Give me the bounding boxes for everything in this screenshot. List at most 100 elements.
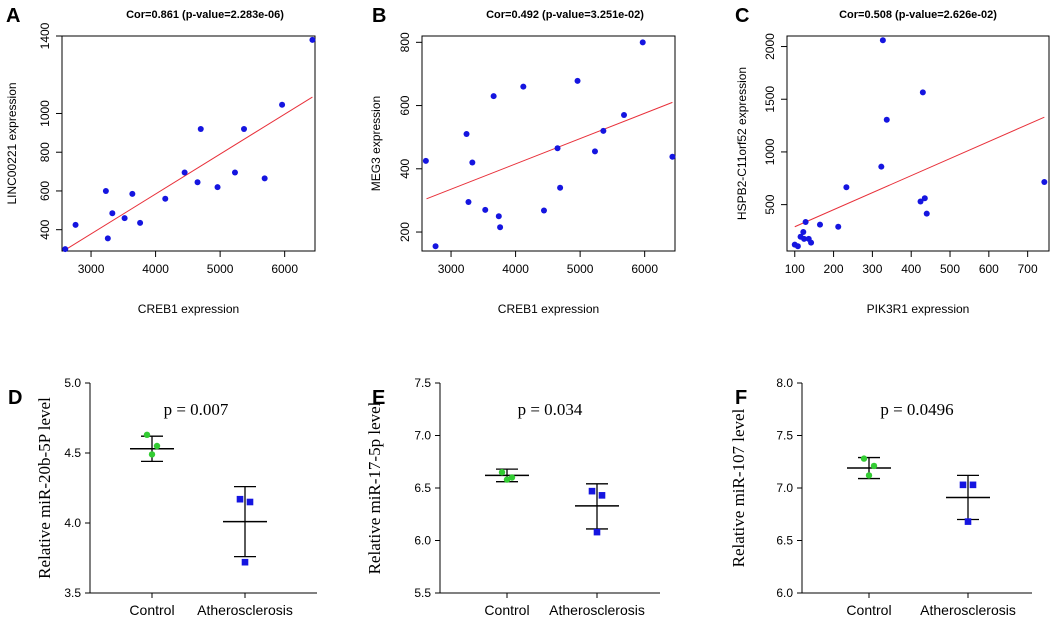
panel-letter: E xyxy=(372,387,385,409)
data-point xyxy=(463,131,470,138)
data-point xyxy=(621,112,628,119)
category-label: Atherosclerosis xyxy=(920,602,1016,618)
y-tick-label: 1000 xyxy=(38,100,52,127)
data-point xyxy=(588,487,596,495)
y-tick-label: 6.5 xyxy=(414,481,431,495)
data-point xyxy=(554,145,561,152)
data-point xyxy=(800,229,807,236)
y-axis-title: LINC00221 expression xyxy=(5,82,19,204)
y-tick-label: 7.5 xyxy=(776,429,793,443)
y-tick-label: 200 xyxy=(398,222,412,242)
x-tick-label: 4000 xyxy=(142,262,169,276)
x-tick-label: 3000 xyxy=(438,262,465,276)
data-point xyxy=(964,518,972,525)
data-point xyxy=(241,125,248,132)
data-point xyxy=(593,528,601,536)
data-point xyxy=(104,235,111,242)
data-point xyxy=(241,558,249,566)
data-point xyxy=(865,472,873,479)
data-point xyxy=(917,198,924,205)
category-label: Atherosclerosis xyxy=(197,602,293,618)
y-axis-title: Relative miR-107 level xyxy=(729,408,748,567)
data-point xyxy=(279,101,286,108)
y-tick-label: 6.0 xyxy=(776,586,793,600)
dot-panel-f: F 6.0 6.5 7.0 7.5 8.0 Control Atherosclerosis Re… xyxy=(729,376,1032,618)
data-point xyxy=(883,116,890,123)
data-point xyxy=(921,195,928,202)
y-axis-title: Relative miR-17-5p level xyxy=(365,401,384,574)
data-point xyxy=(422,157,429,164)
data-point xyxy=(639,39,646,46)
y-tick-label: 2000 xyxy=(763,33,777,60)
x-tick-label: 200 xyxy=(824,262,844,276)
data-point xyxy=(261,175,268,182)
data-point xyxy=(1041,178,1048,185)
x-axis-title: CREB1 expression xyxy=(138,302,239,316)
y-tick-label: 400 xyxy=(38,219,52,239)
data-point xyxy=(498,469,506,476)
scatter-panel-a: A Cor=0.861 (p-value=2.283e-06) 3000 4000 50… xyxy=(5,5,316,316)
panel-letter: D xyxy=(8,387,22,409)
x-tick-label: 5000 xyxy=(567,262,594,276)
data-point xyxy=(72,221,79,228)
p-value-annotation: p = 0.034 xyxy=(518,400,583,419)
data-point xyxy=(137,219,144,226)
dot-panel-e: E 5.5 6.0 6.5 7.0 7.5 Control Atherosclerosis Re… xyxy=(365,376,660,618)
x-tick-label: 600 xyxy=(979,262,999,276)
data-point xyxy=(129,190,136,197)
data-point xyxy=(794,243,801,250)
data-point xyxy=(574,77,581,84)
data-point xyxy=(309,36,316,43)
data-point xyxy=(102,187,109,194)
data-point xyxy=(121,215,128,222)
y-tick-label: 5.5 xyxy=(414,586,431,600)
y-tick-label: 1000 xyxy=(763,138,777,165)
data-point xyxy=(465,198,472,205)
data-point xyxy=(236,495,244,503)
data-point xyxy=(508,474,516,481)
data-point xyxy=(490,93,497,100)
data-point xyxy=(520,83,527,90)
x-tick-label: 400 xyxy=(901,262,921,276)
data-point xyxy=(843,184,850,191)
p-value-annotation: p = 0.0496 xyxy=(880,400,953,419)
data-point xyxy=(669,153,676,160)
category-label: Control xyxy=(484,602,529,618)
data-point xyxy=(870,462,878,470)
y-tick-label: 400 xyxy=(398,158,412,178)
y-axis-title: Relative miR-20b-5P level xyxy=(35,397,54,579)
data-point xyxy=(835,223,842,230)
y-tick-label: 7.5 xyxy=(414,376,431,390)
plot-frame xyxy=(786,35,1050,252)
category-label: Atherosclerosis xyxy=(549,602,645,618)
data-point xyxy=(143,431,151,438)
data-point xyxy=(802,219,809,226)
panel-letter: C xyxy=(735,5,749,27)
data-point xyxy=(109,210,116,217)
x-tick-label: 3000 xyxy=(78,262,105,276)
data-point xyxy=(879,37,886,44)
data-point xyxy=(148,451,156,458)
data-point xyxy=(600,127,607,134)
y-tick-label: 8.0 xyxy=(776,376,793,390)
data-point xyxy=(469,159,476,166)
data-point xyxy=(231,169,238,176)
panel-letter: F xyxy=(735,387,747,409)
data-point xyxy=(246,498,254,506)
chart-title: Cor=0.508 (p-value=2.626e-02) xyxy=(839,9,997,21)
y-tick-label: 800 xyxy=(398,32,412,52)
data-point xyxy=(181,169,188,176)
data-point xyxy=(860,455,868,462)
data-point xyxy=(801,235,808,242)
scatter-panel-c: C Cor=0.508 (p-value=2.626e-02) 100 200 300 4… xyxy=(735,5,1050,316)
plot-frame xyxy=(61,35,316,252)
x-tick-label: 300 xyxy=(862,262,882,276)
y-tick-label: 1500 xyxy=(763,86,777,113)
data-point xyxy=(923,210,930,217)
data-point xyxy=(197,125,204,132)
data-point xyxy=(503,476,511,483)
y-tick-label: 4.0 xyxy=(64,516,81,530)
y-tick-label: 3.5 xyxy=(64,586,81,600)
y-tick-label: 5.0 xyxy=(64,376,81,390)
